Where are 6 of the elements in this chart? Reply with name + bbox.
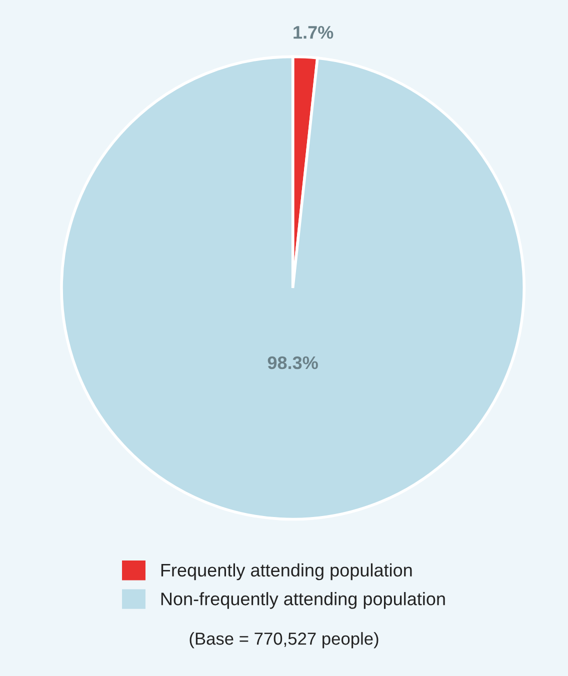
data-label: 98.3% [268, 356, 318, 370]
pie-slice [60, 55, 526, 521]
data-label: 1.7% [294, 26, 334, 39]
legend-label: Frequently attending population [161, 563, 412, 580]
text: (Base = 770,527 people) [190, 632, 378, 648]
legend-label: Non-frequently attending population [161, 592, 445, 609]
